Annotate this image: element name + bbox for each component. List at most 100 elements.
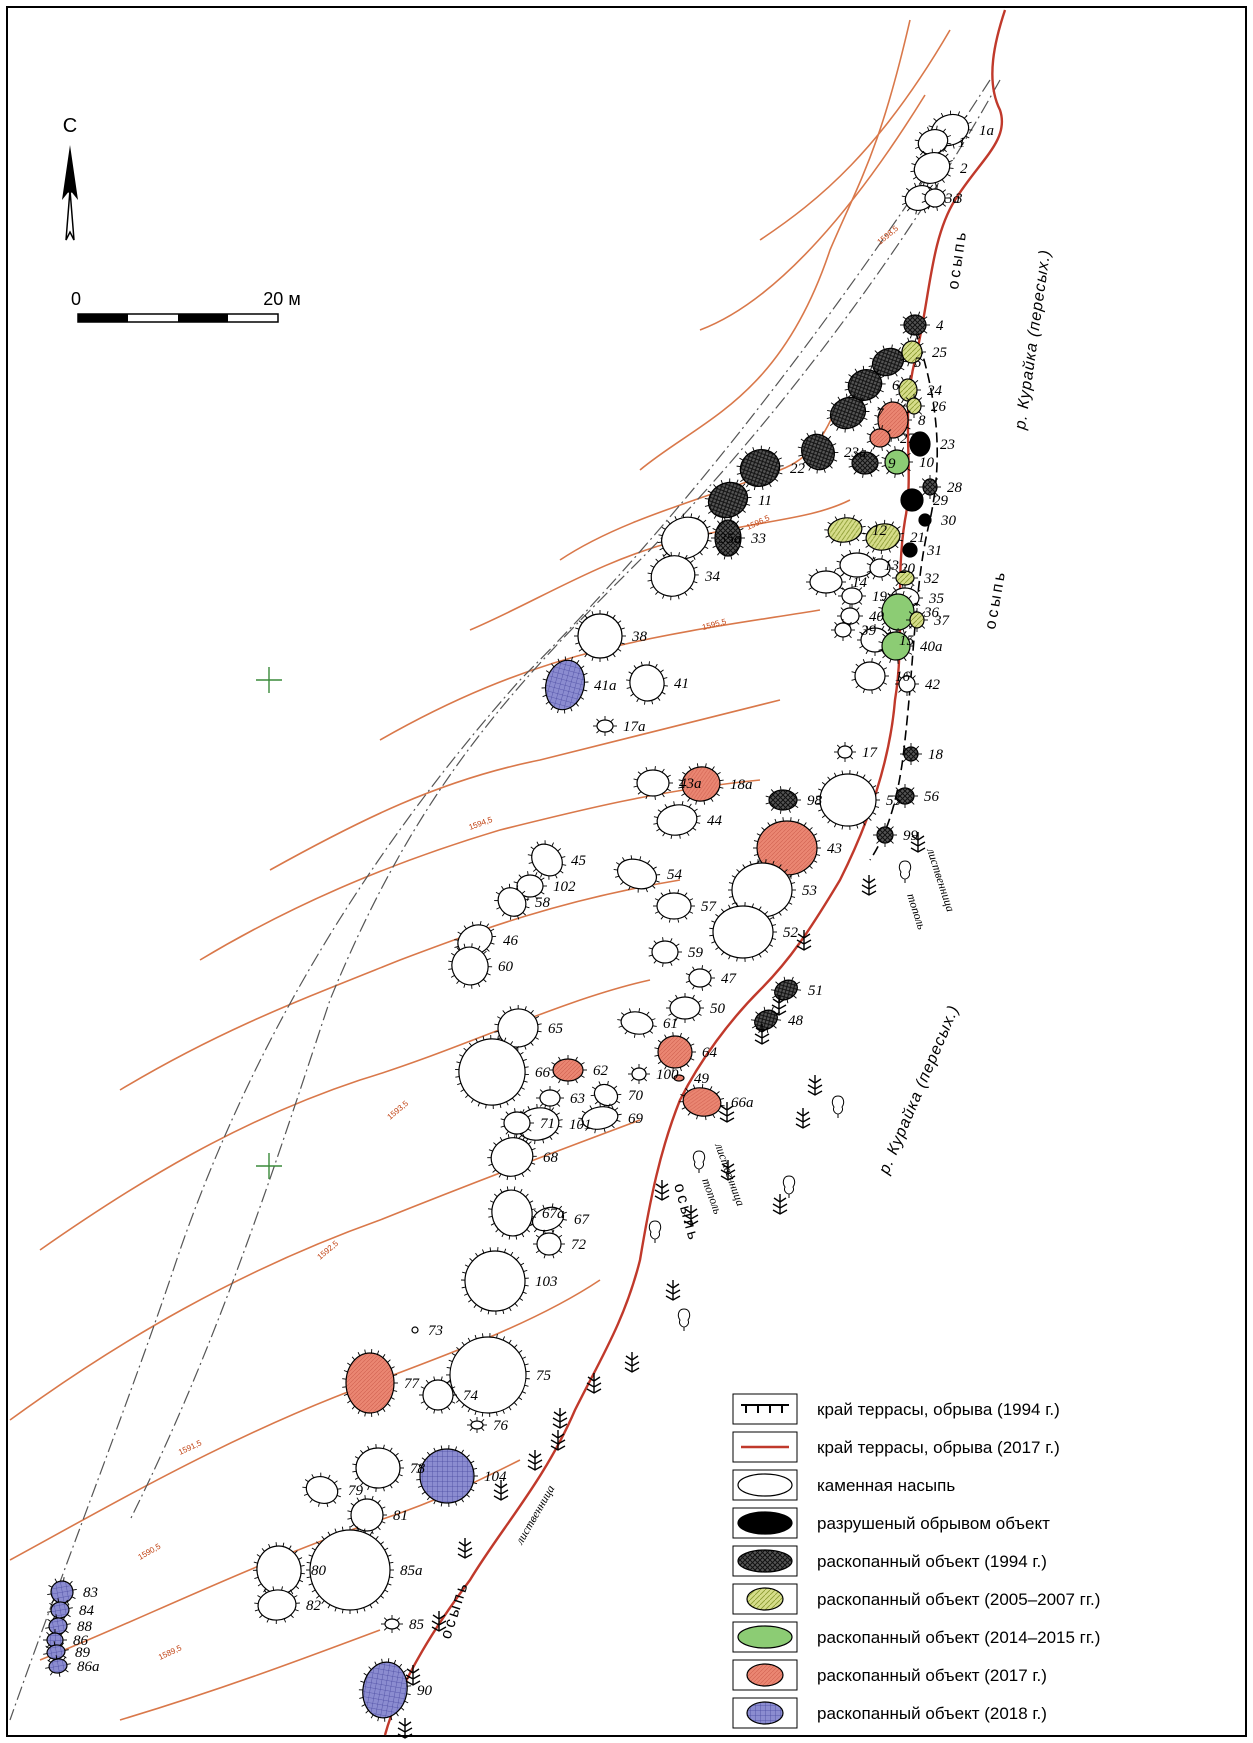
grid-markers xyxy=(256,667,282,1179)
mound xyxy=(613,855,661,893)
mound-label: 99 xyxy=(903,828,919,844)
terrace-edge-2017 xyxy=(383,9,1007,1736)
tree xyxy=(898,860,912,883)
mound xyxy=(533,1229,565,1259)
mound-label: 43а xyxy=(679,776,702,792)
mound-label: 98 xyxy=(807,793,823,809)
mound-label: 101 xyxy=(569,1117,592,1133)
legend-item: раскопанный объект (1994 г.) xyxy=(732,1545,1047,1577)
legend-item: каменная насыпь xyxy=(732,1469,955,1501)
elevation-label: 1598,5 xyxy=(876,224,901,247)
mound xyxy=(254,1586,300,1625)
mound xyxy=(461,1247,529,1315)
mound-label: 17 xyxy=(862,745,879,761)
mound xyxy=(797,430,839,474)
scale-bar: 0 20 м xyxy=(71,289,301,323)
tree-label: тополь xyxy=(699,1176,725,1216)
mound xyxy=(881,446,913,478)
mound-label: 41 xyxy=(674,676,689,692)
mound-label: 23а xyxy=(844,445,867,461)
contour-line xyxy=(9,1119,641,1421)
mound-label: 78 xyxy=(410,1461,426,1477)
mound-label: 5 xyxy=(914,355,922,371)
mound xyxy=(685,965,715,991)
mound-label: 25 xyxy=(932,345,948,361)
tree xyxy=(624,1352,640,1373)
mound xyxy=(657,513,713,563)
mound-label: 50 xyxy=(710,1001,726,1017)
mound-label: 65 xyxy=(548,1021,564,1037)
mound xyxy=(866,555,894,581)
mound xyxy=(653,889,695,923)
legend-label: край террасы, обрыва (2017 г.) xyxy=(817,1438,1060,1457)
mound xyxy=(862,519,904,555)
grid-cross xyxy=(256,667,282,693)
mound-label: 28 xyxy=(947,480,963,496)
mound-label: 31 xyxy=(926,543,942,559)
mound xyxy=(653,801,701,839)
mound-label: 21 xyxy=(910,530,925,546)
tree xyxy=(586,1373,602,1394)
mound-label: 85 xyxy=(409,1617,425,1633)
legend-label: раскопанный объект (2005–2007 гг.) xyxy=(817,1590,1100,1609)
mound-label: 1а xyxy=(979,123,994,139)
mound xyxy=(906,608,928,632)
mound-label: 27 xyxy=(900,431,917,447)
mound-label: 103 xyxy=(535,1274,558,1290)
mound-label: 45 xyxy=(571,853,587,869)
mound xyxy=(770,976,802,1004)
mound-label: 24 xyxy=(927,383,943,399)
mound-label: 40 xyxy=(869,609,885,625)
mound xyxy=(381,1615,403,1633)
mound xyxy=(342,1349,398,1417)
mound-label: 61 xyxy=(663,1016,678,1032)
mound xyxy=(711,516,745,560)
legend-item: раскопанный объект (2014–2015 гг.) xyxy=(732,1621,1100,1653)
mound-label: 102 xyxy=(553,879,576,895)
mound-label: 26 xyxy=(931,399,947,415)
mound-label: 67 xyxy=(574,1212,591,1228)
mound-label: 15 xyxy=(899,633,915,649)
mound-label: 19 xyxy=(872,589,888,605)
mound xyxy=(488,1186,536,1240)
legend-symbol-box xyxy=(732,1393,798,1425)
mound-label: 3 xyxy=(954,191,963,207)
mound-label: 22 xyxy=(790,461,806,477)
mound-label: 79 xyxy=(348,1483,364,1499)
mound xyxy=(900,488,924,512)
mound xyxy=(900,743,922,765)
elevation-label: 1594,5 xyxy=(468,815,495,832)
mound-label: 12 xyxy=(872,523,888,539)
mound-label: 88 xyxy=(77,1619,93,1635)
mound xyxy=(590,1080,622,1110)
mound xyxy=(918,513,932,527)
tree xyxy=(665,1280,681,1301)
mound xyxy=(836,549,878,581)
road-line xyxy=(9,79,991,1721)
mound xyxy=(910,148,954,188)
contour-line xyxy=(119,879,681,1091)
mound-label: 42 xyxy=(925,677,941,693)
legend-label: раскопанный объект (2017 г.) xyxy=(817,1666,1047,1685)
mound xyxy=(736,445,784,491)
mound-label: 63 xyxy=(570,1091,585,1107)
tree xyxy=(552,1408,568,1429)
mound-label: 8 xyxy=(918,413,926,429)
mound xyxy=(903,394,925,418)
mound xyxy=(487,1133,537,1181)
mound-label: 33 xyxy=(750,531,766,547)
tree xyxy=(397,1718,413,1739)
mound-label: 37 xyxy=(933,613,951,629)
map-frame xyxy=(6,6,1247,1737)
mound-label: 14 xyxy=(852,575,868,591)
mound-label: 71 xyxy=(540,1116,555,1132)
mound xyxy=(806,567,846,597)
legend-item: край террасы, обрыва (1994 г.) xyxy=(732,1393,1060,1425)
mound-label: 20 xyxy=(900,561,916,577)
tree xyxy=(910,832,926,853)
river-label: р. Курайка (пересых.) xyxy=(1012,248,1054,431)
mound-label: 34 xyxy=(704,569,721,585)
scree-label: осыпь xyxy=(982,568,1009,630)
mound xyxy=(844,365,886,405)
